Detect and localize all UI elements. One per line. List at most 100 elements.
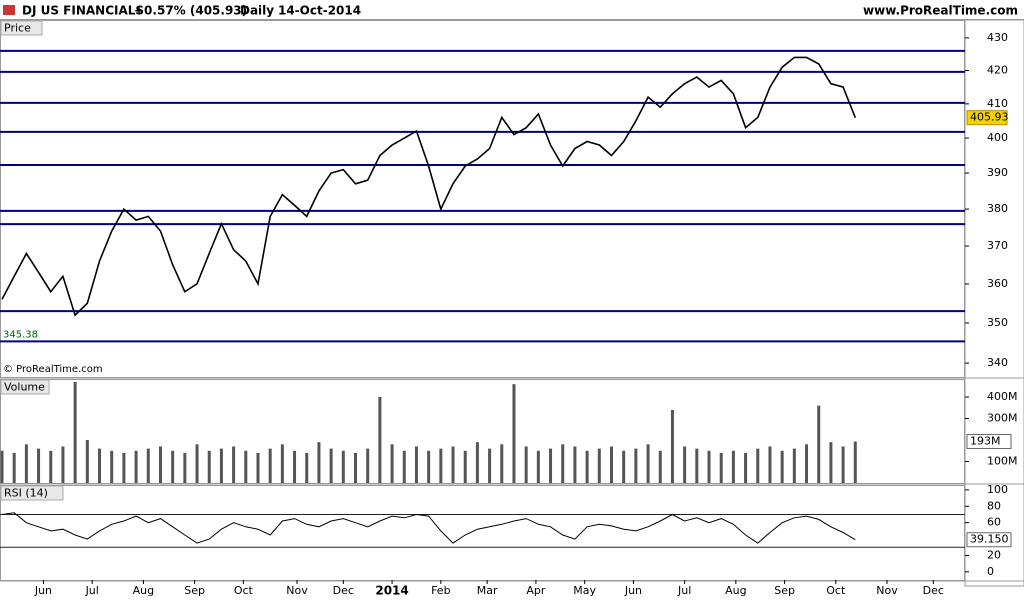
volume-bar <box>158 446 162 483</box>
volume-bar <box>768 446 772 483</box>
volume-bar <box>122 452 126 483</box>
x-tick-label: Feb <box>431 584 450 597</box>
y-tick-label: 100 <box>987 483 1008 496</box>
header-site: www.ProRealTime.com <box>863 4 1018 18</box>
current-value: 39.150 <box>970 533 1009 546</box>
x-tick-label: Nov <box>286 584 308 597</box>
y-tick-label: 410 <box>987 97 1008 110</box>
x-tick-label: Jul <box>677 584 691 597</box>
y-tick-label: 80 <box>987 499 1001 512</box>
volume-bar <box>110 450 114 483</box>
volume-bar <box>500 444 504 483</box>
volume-bar <box>756 448 760 483</box>
volume-bar <box>293 450 297 483</box>
x-tick-label: Nov <box>876 584 898 597</box>
volume-bar <box>744 452 748 483</box>
volume-bar <box>329 448 333 483</box>
volume-bar <box>451 446 455 483</box>
x-tick-label: Aug <box>133 584 154 597</box>
volume-bar <box>805 444 809 483</box>
volume-bar <box>658 450 662 483</box>
volume-bar <box>646 444 650 483</box>
x-tick-label: Oct <box>826 584 846 597</box>
y-tick-label: 360 <box>987 277 1008 290</box>
panel-title: Price <box>4 22 31 35</box>
volume-bar <box>707 450 711 483</box>
x-tick-label: May <box>573 584 596 597</box>
y-tick-label: 350 <box>987 316 1008 329</box>
volume-bar <box>171 450 175 483</box>
current-value: 405.93 <box>970 111 1009 124</box>
volume-bar <box>488 448 492 483</box>
volume-bar <box>256 452 260 483</box>
x-tick-label: Aug <box>725 584 746 597</box>
volume-bar <box>829 442 833 483</box>
volume-bar <box>414 446 418 483</box>
x-tick-label: Dec <box>333 584 354 597</box>
y-tick-label: 340 <box>987 356 1008 369</box>
volume-bar <box>305 452 309 483</box>
volume-bar <box>853 441 857 483</box>
y-tick-label: 300M <box>987 412 1018 425</box>
volume-bar <box>609 446 613 483</box>
x-tick-label: Jun <box>34 584 52 597</box>
volume-bar <box>24 444 28 483</box>
current-badge <box>966 434 1012 450</box>
volume-bar <box>585 450 589 483</box>
volume-bar <box>244 450 248 483</box>
panel-title-box <box>0 379 50 395</box>
volume-bar <box>317 442 321 483</box>
y-tick-label: 370 <box>987 239 1008 252</box>
volume-bar <box>536 450 540 483</box>
y-tick-label: 430 <box>987 31 1008 44</box>
rsi-line <box>1 512 856 544</box>
y-tick-label: 400 <box>987 131 1008 144</box>
x-tick-label: Oct <box>234 584 254 597</box>
current-badge <box>966 110 1008 126</box>
volume-bar <box>792 448 796 483</box>
volume-bar <box>402 450 406 483</box>
volume-bar <box>512 384 516 483</box>
y-tick-label: 420 <box>987 63 1008 76</box>
y-tick-label: 380 <box>987 202 1008 215</box>
current-value: 193M <box>970 435 1001 448</box>
volume-bar <box>475 442 479 483</box>
volume-bar <box>695 448 699 483</box>
level-label: 345.38 <box>3 329 38 340</box>
volume-bar <box>622 450 626 483</box>
volume-bar <box>683 446 687 483</box>
panel-title-box <box>0 485 64 501</box>
x-tick-label: Sep <box>774 584 795 597</box>
y-tick-label: 0 <box>987 565 994 578</box>
volume-bar <box>634 448 638 483</box>
y-tick-label: 390 <box>987 166 1008 179</box>
x-tick-label: Sep <box>184 584 205 597</box>
volume-bar <box>719 452 723 483</box>
volume-bar <box>817 405 821 483</box>
volume-bar <box>524 446 528 483</box>
volume-bar <box>61 446 65 483</box>
volume-bar <box>232 446 236 483</box>
volume-bar <box>98 448 102 483</box>
panel-title-box <box>0 20 43 36</box>
x-tick-label: Jun <box>624 584 642 597</box>
current-badge <box>966 532 1012 548</box>
y-tick-label: 20 <box>987 548 1001 561</box>
volume-bar <box>12 452 16 483</box>
volume-bar <box>183 452 187 483</box>
volume-bar <box>219 448 223 483</box>
volume-bar <box>573 446 577 483</box>
volume-bar <box>549 448 553 483</box>
y-tick-label: 400M <box>987 390 1018 403</box>
panel-title: RSI (14) <box>4 487 48 500</box>
volume-bar <box>207 450 211 483</box>
volume-bar <box>0 450 4 483</box>
volume-bar <box>37 448 41 483</box>
y-tick-label: 100M <box>987 455 1018 468</box>
volume-bar <box>73 382 77 483</box>
volume-bar <box>49 450 53 483</box>
volume-bar <box>841 446 845 483</box>
volume-bar <box>378 397 382 483</box>
